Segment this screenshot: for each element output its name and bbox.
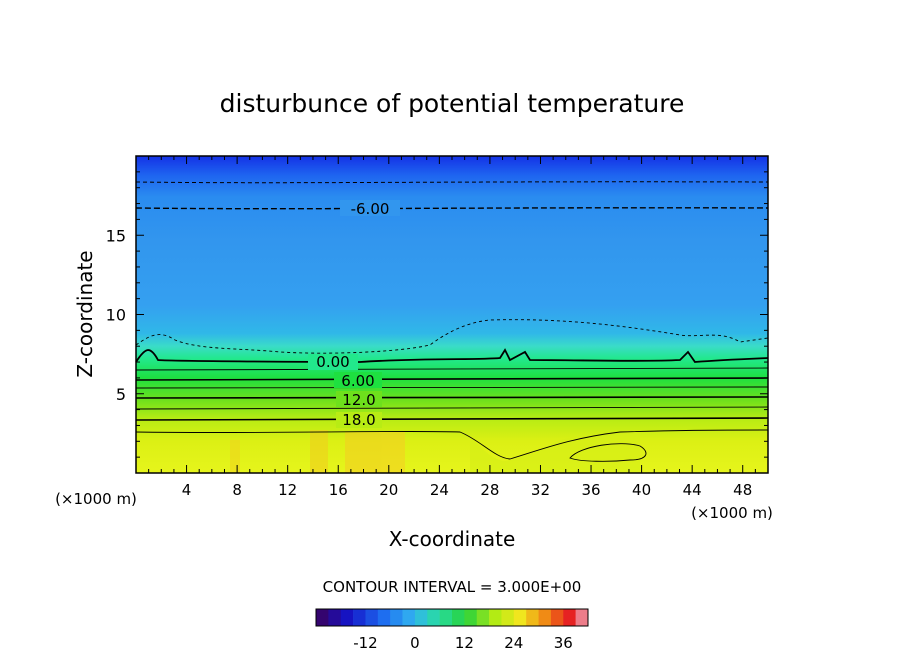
x-tick-label: 16 [329,481,348,499]
contour-minus6 [135,207,769,210]
colorbar-swatch [340,609,354,626]
colorbar [316,609,589,626]
contour-label-18: 18.0 [342,411,375,429]
warm-patches [230,430,405,473]
colorbar-swatch [538,609,552,626]
contour-c3 [135,367,769,371]
colorbar-swatch [501,609,515,626]
colorbar-swatch [489,609,502,626]
contour-c12 [135,396,769,400]
contour-zero [135,348,769,363]
x-axis-ticks: 4 8 12 16 20 24 28 32 36 40 44 48 [148,156,756,499]
colorbar-tick-label: 12 [455,634,474,652]
contour-interval-text: CONTOUR INTERVAL = 3.000E+00 [323,578,582,596]
x-tick-label: 12 [278,481,297,499]
x-tick-label: 44 [683,481,702,499]
contour-label-minus6: -6.00 [351,200,390,218]
x-axis-label: X-coordinate [389,527,516,551]
colorbar-tick-label: -12 [353,634,378,652]
colorbar-swatch [427,609,440,626]
x-tick-label: 32 [531,481,550,499]
colorbar-swatch [464,609,478,626]
contour-label-6: 6.00 [341,372,374,390]
contour-label-12: 12.0 [342,391,375,409]
y-tick-label: 15 [106,226,126,245]
colorbar-tick-label: 0 [410,634,420,652]
colorbar-swatch [377,609,391,626]
y-axis-label: Z-coordinate [73,250,97,377]
colorbar-swatch [414,609,428,626]
x-tick-label: 36 [581,481,600,499]
colorbar-swatch [439,609,453,626]
colorbar-swatch [476,609,490,626]
contour-closed-loop [569,443,647,462]
trough-region [470,430,640,473]
x-tick-label: 28 [480,481,499,499]
contour-c9 [135,386,769,389]
colorbar-swatch [328,609,342,626]
colorbar-swatch [365,609,379,626]
colorbar-swatch [452,609,465,626]
colorbar-swatch [390,609,403,626]
y-tick-label: 10 [106,306,126,325]
colorbar-frame [315,608,589,627]
colorbar-swatch [316,609,329,626]
contour-label-0: 0.00 [316,353,349,371]
x-tick-label: 8 [232,481,242,499]
contour-label-group: -6.00 0.00 6.00 12.0 18.0 [308,200,400,429]
colorbar-tick-label: 24 [504,634,523,652]
y-axis-ticks: 5 10 15 [106,171,768,458]
contour-c21 [135,429,769,460]
colorbar-ticks: -12 0 12 24 36 [353,634,573,652]
x-tick-label: 48 [733,481,752,499]
colorbar-swatch [575,609,589,626]
contour-dashed-top [135,181,769,184]
x-unit-label: (×1000 m) [691,504,773,522]
x-tick-label: 4 [182,481,192,499]
x-tick-label: 24 [430,481,449,499]
y-unit-label: (×1000 m) [55,490,137,508]
colorbar-swatch [563,609,576,626]
colorbar-swatch [353,609,366,626]
colorbar-tick-label: 36 [554,634,573,652]
colorbar-swatch [526,609,539,626]
x-tick-label: 20 [379,481,398,499]
chart-title: disturbunce of potential temperature [220,89,685,118]
colorbar-swatch [402,609,416,626]
colorbar-swatch [513,609,527,626]
x-tick-label: 40 [632,481,651,499]
colorbar-swatch [550,609,564,626]
plot-field [136,156,768,473]
y-tick-label: 5 [116,385,126,404]
